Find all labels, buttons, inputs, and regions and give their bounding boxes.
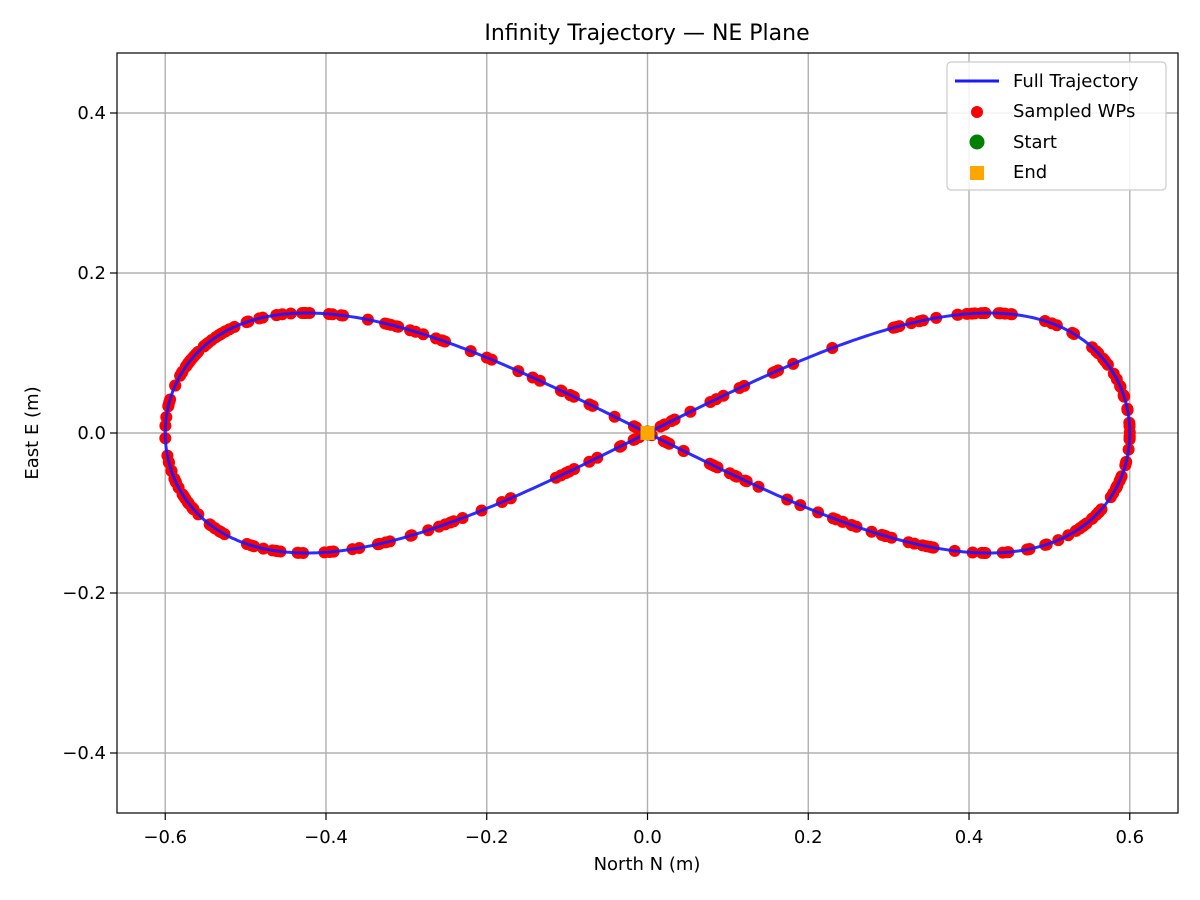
x-tick-label: 0.4 — [955, 827, 984, 848]
legend-start-swatch — [969, 134, 985, 150]
x-tick-label: 0.6 — [1115, 827, 1144, 848]
y-axis-label: East E (m) — [22, 386, 43, 479]
legend-end-swatch — [970, 166, 984, 180]
plot-frame — [116, 52, 1179, 814]
x-tick-label: −0.6 — [143, 827, 187, 848]
legend-start-label: Start — [1013, 132, 1057, 153]
y-axis-ticks: −0.4 −0.2 0.0 0.2 0.4 — [62, 103, 117, 764]
legend-waypoints-label: Sampled WPs — [1013, 101, 1135, 122]
y-tick-label: 0.0 — [77, 423, 106, 444]
x-tick-label: 0.0 — [633, 827, 662, 848]
x-tick-label: −0.4 — [304, 827, 348, 848]
y-tick-label: 0.4 — [77, 103, 106, 124]
legend-trajectory-label: Full Trajectory — [1013, 71, 1139, 92]
legend: Full Trajectory Sampled WPs Start End — [946, 61, 1167, 191]
legend-end-label: End — [1013, 162, 1047, 183]
end-marker — [640, 426, 655, 440]
plot-area — [159, 307, 1136, 559]
legend-box — [946, 61, 1167, 191]
legend-waypoints-swatch — [971, 106, 983, 118]
y-tick-label: −0.4 — [62, 743, 106, 764]
x-axis-ticks: −0.6 −0.4 −0.2 0.0 0.2 0.4 0.6 — [143, 813, 1144, 848]
x-tick-label: 0.2 — [794, 827, 823, 848]
x-axis-label: North N (m) — [594, 854, 701, 875]
chart-title: Infinity Trajectory — NE Plane — [484, 21, 809, 46]
x-tick-label: −0.2 — [465, 827, 509, 848]
y-tick-label: −0.2 — [62, 583, 106, 604]
y-tick-label: 0.2 — [77, 263, 106, 284]
